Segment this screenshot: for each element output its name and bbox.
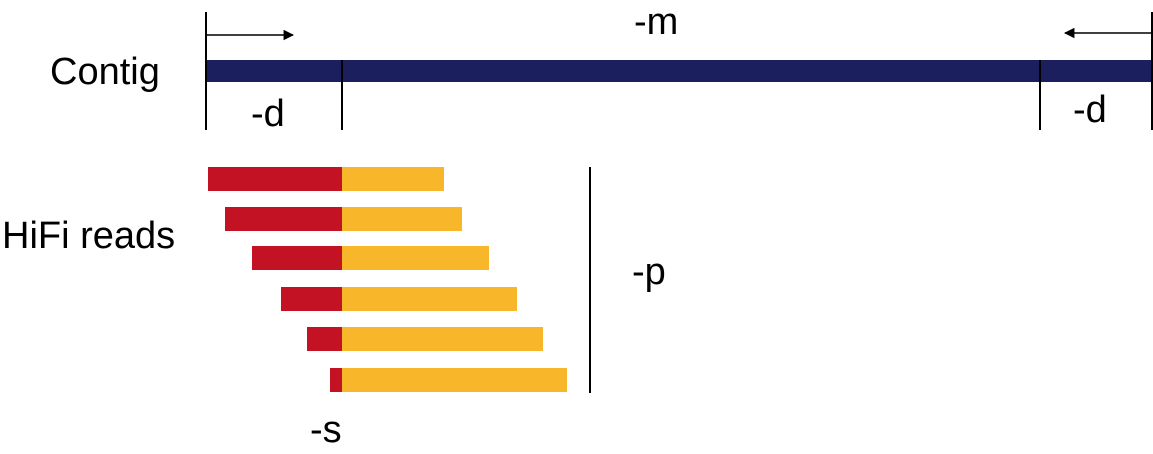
read-right-segment xyxy=(342,207,462,231)
hifi-read xyxy=(281,287,517,311)
hifi-reads-label: HiFi reads xyxy=(2,215,175,257)
hifi-read xyxy=(252,246,489,270)
read-right-segment xyxy=(342,167,444,191)
p-parameter-label: -p xyxy=(632,251,666,293)
s-parameter-label: -s xyxy=(310,409,342,451)
read-right-segment xyxy=(342,368,567,392)
m-parameter-label: -m xyxy=(634,1,678,43)
hifi-reads xyxy=(208,167,567,392)
read-left-segment xyxy=(252,246,342,270)
hifi-read xyxy=(208,167,444,191)
read-left-segment xyxy=(281,287,342,311)
hifi-read xyxy=(330,368,567,392)
read-left-segment xyxy=(307,327,342,351)
read-right-segment xyxy=(342,327,543,351)
contig-label: Contig xyxy=(50,51,160,93)
hifi-read xyxy=(225,207,462,231)
d-parameter-label-left: -d xyxy=(251,93,285,135)
read-right-segment xyxy=(342,287,517,311)
read-left-segment xyxy=(330,368,342,392)
read-right-segment xyxy=(342,246,489,270)
contig-bar xyxy=(206,60,1152,82)
hifi-read xyxy=(307,327,543,351)
read-left-segment xyxy=(225,207,342,231)
d-parameter-label-right: -d xyxy=(1073,89,1107,131)
read-left-segment xyxy=(208,167,342,191)
